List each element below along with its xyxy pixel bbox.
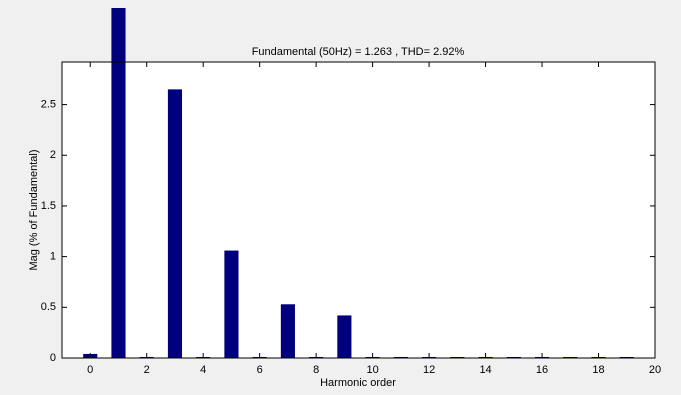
x-tick-label: 0 <box>87 364 93 376</box>
x-tick-label: 8 <box>313 364 319 376</box>
bar <box>619 356 634 358</box>
bar <box>280 304 295 358</box>
chart-title: Fundamental (50Hz) = 1.263 , THD= 2.92% <box>252 46 465 58</box>
x-tick-label: 20 <box>649 364 661 376</box>
bar <box>506 356 521 358</box>
bar <box>337 315 352 358</box>
x-tick-label: 2 <box>144 364 150 376</box>
bar <box>111 8 126 358</box>
bar <box>563 356 578 358</box>
x-tick-label: 14 <box>479 364 491 376</box>
x-tick-label: 10 <box>366 364 378 376</box>
y-tick-label: 2 <box>50 149 56 161</box>
bar <box>393 356 408 358</box>
y-tick-label: 1.5 <box>41 200 56 212</box>
y-tick-label: 0 <box>50 352 56 364</box>
bar <box>450 356 465 358</box>
x-tick-label: 16 <box>536 364 548 376</box>
x-tick-label: 4 <box>200 364 206 376</box>
x-axis-label: Harmonic order <box>320 377 396 389</box>
x-tick-label: 18 <box>592 364 604 376</box>
x-tick-label: 6 <box>257 364 263 376</box>
bar <box>224 250 239 358</box>
x-tick-label: 12 <box>423 364 435 376</box>
y-tick-label: 1 <box>50 251 56 263</box>
y-axis-label: Mag (% of Fundamental) <box>28 149 40 270</box>
bars <box>83 8 634 358</box>
y-tick-label: 2.5 <box>41 98 56 110</box>
y-tick-label: 0.5 <box>41 301 56 313</box>
plot-area <box>62 62 655 358</box>
axes-box <box>61 61 656 359</box>
bar <box>167 89 183 358</box>
